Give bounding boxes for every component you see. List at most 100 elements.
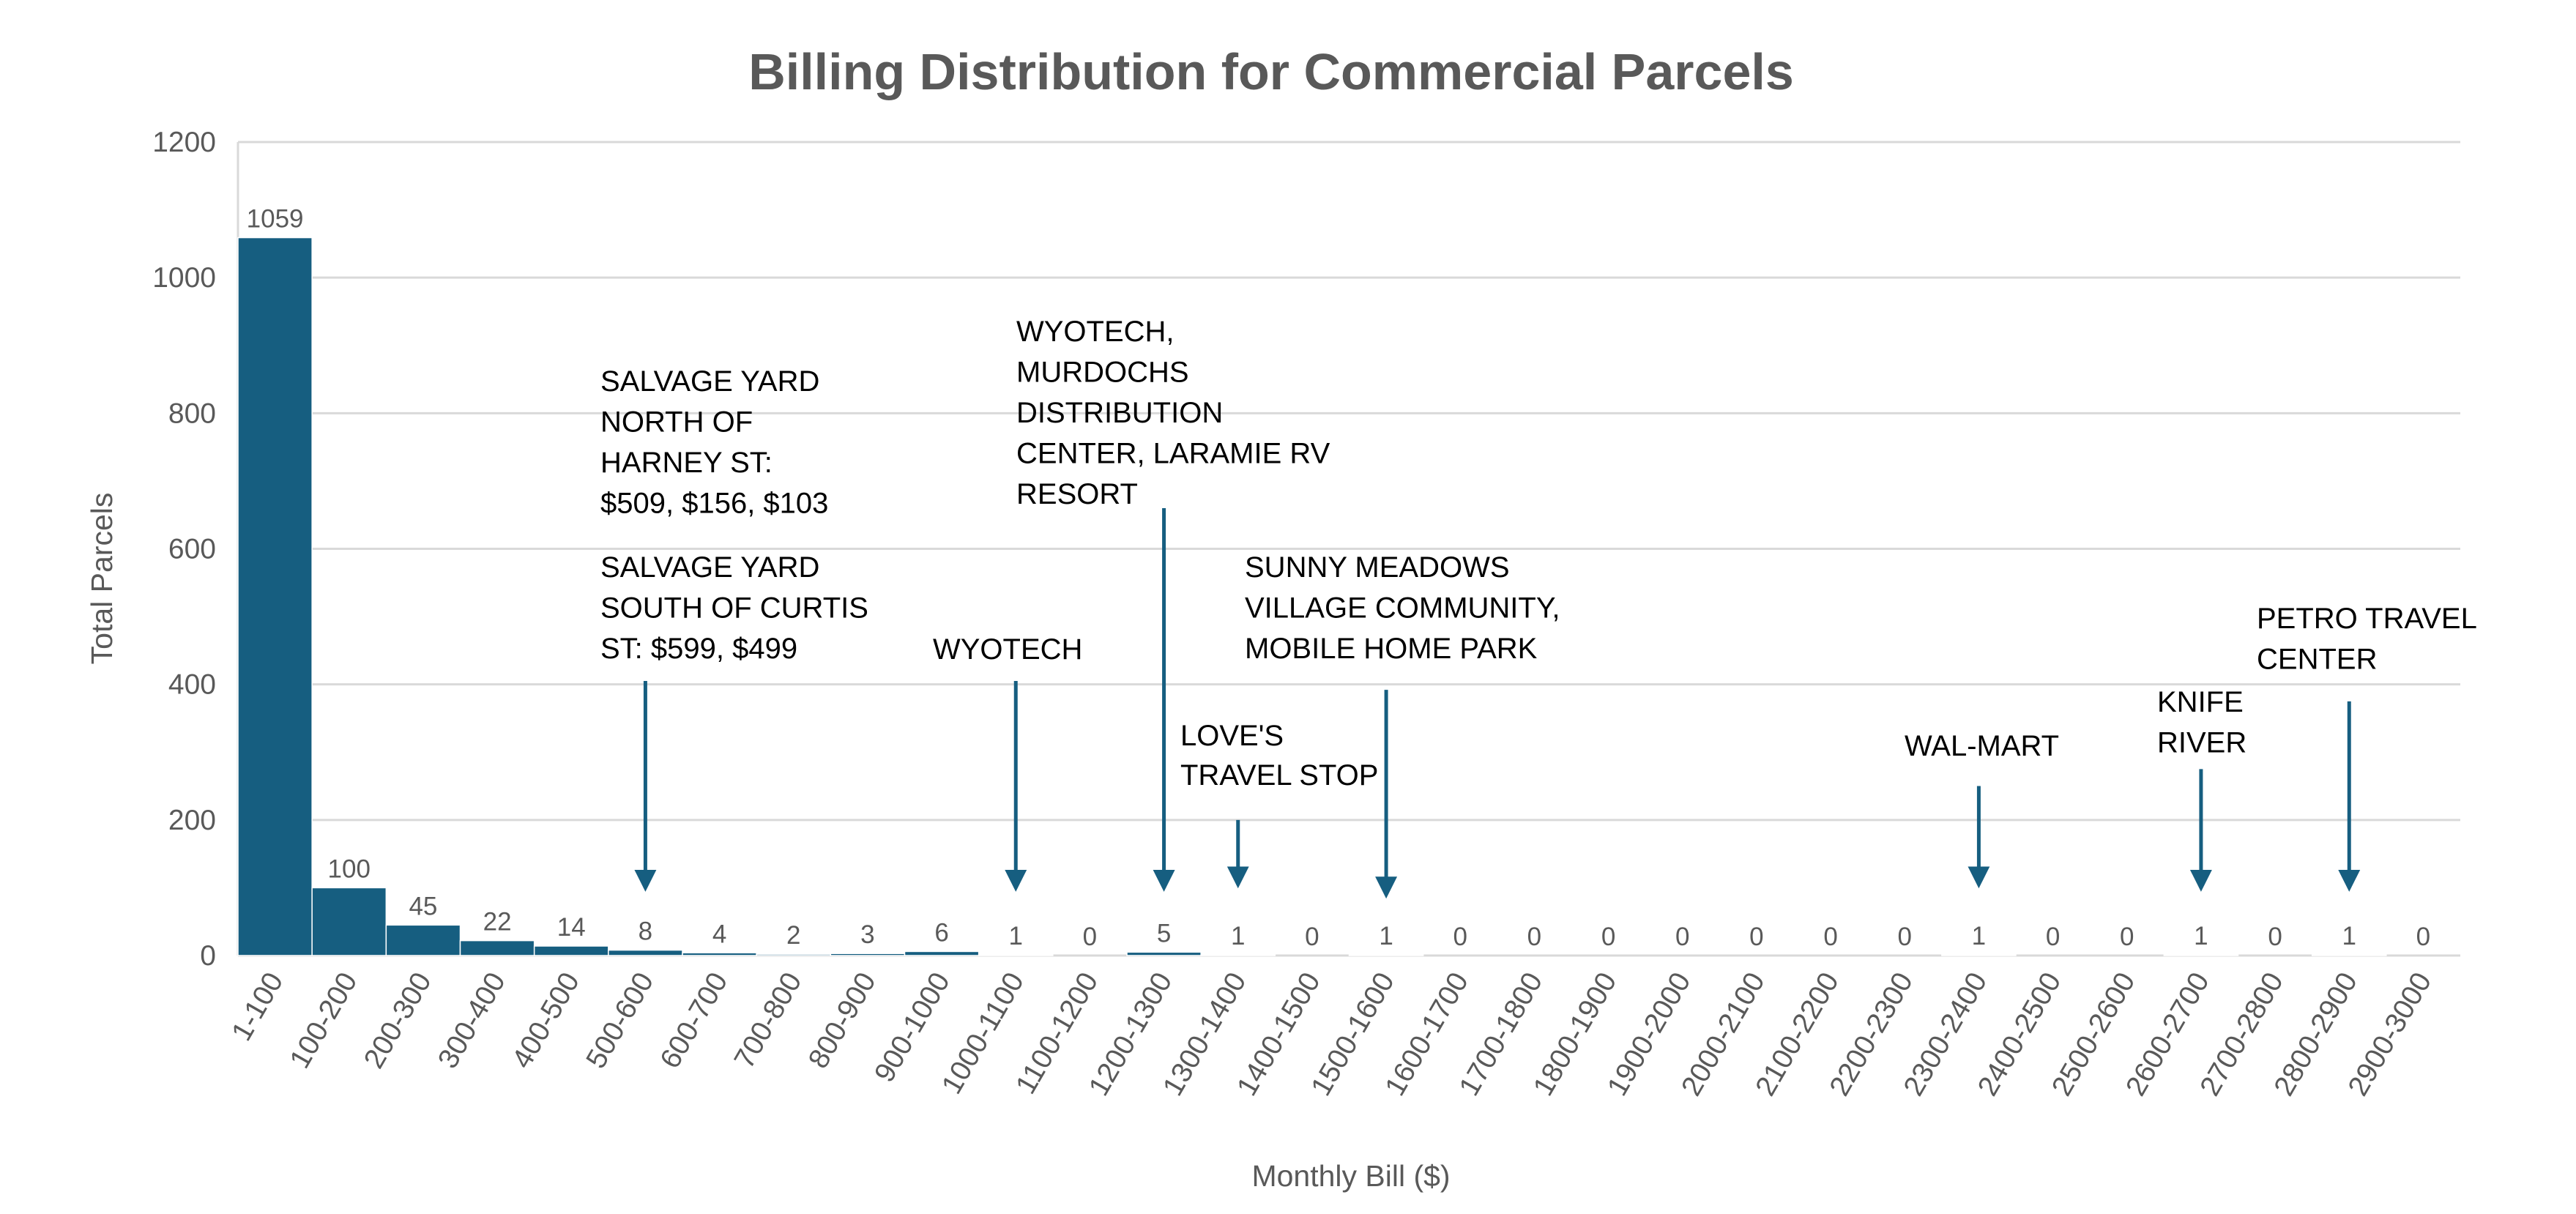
data-label: 0 xyxy=(1453,923,1467,951)
annotation-line: CENTER xyxy=(2257,644,2377,676)
bar xyxy=(311,887,387,956)
bar xyxy=(756,953,832,956)
annotation-line: MURDOCHS xyxy=(1016,357,1189,389)
chart-title: Billing Distribution for Commercial Parc… xyxy=(748,43,1794,100)
bar xyxy=(608,949,683,956)
y-tick-label: 800 xyxy=(168,398,216,429)
data-label: 0 xyxy=(1601,923,1615,951)
y-tick-label: 200 xyxy=(168,805,216,836)
bar xyxy=(2163,954,2239,956)
x-tick-label: 1-100 xyxy=(226,967,289,1046)
annotation-line: WYOTECH xyxy=(933,633,1082,666)
x-tick-label: 900-1000 xyxy=(868,967,956,1087)
annotations: SALVAGE YARD NORTH OF HARNEY ST: $509, $156… xyxy=(600,316,2477,899)
annotation-label: WAL-MART xyxy=(1905,730,2059,762)
data-label: 0 xyxy=(1749,923,1763,951)
x-tick-label: 300-400 xyxy=(432,967,512,1073)
bar xyxy=(904,950,980,956)
annotation-label: WYOTECH xyxy=(933,633,1082,666)
annotation-line: DISTRIBUTION xyxy=(1016,397,1223,429)
bar xyxy=(385,924,461,956)
bar xyxy=(1348,954,1424,956)
bar xyxy=(459,939,535,956)
y-tick-label: 400 xyxy=(168,669,216,701)
data-label: 1 xyxy=(2194,922,2208,950)
data-label: 0 xyxy=(2120,923,2134,951)
data-label: 0 xyxy=(1305,923,1319,951)
data-label: 100 xyxy=(328,854,371,883)
x-tick-label: 100-200 xyxy=(284,967,364,1073)
annotation-label: SALVAGE YARD NORTH OF HARNEY ST: $509, $156… xyxy=(600,365,828,520)
data-label: 5 xyxy=(1157,919,1171,947)
x-tick-label: 200-300 xyxy=(358,967,438,1073)
x-axis: 1-100100-200200-300300-400400-500500-600… xyxy=(226,967,2438,1101)
bar xyxy=(237,237,313,956)
bars xyxy=(237,237,2387,956)
data-label: 1059 xyxy=(247,205,304,234)
annotation-line: WYOTECH, xyxy=(1016,316,1175,348)
annotation-line: VILLAGE COMMUNITY, xyxy=(1245,592,1560,625)
annotation-line: CENTER, LARAMIE RV xyxy=(1016,438,1330,470)
annotation-label: KNIFE RIVER xyxy=(2157,686,2246,759)
x-axis-title: Monthly Bill ($) xyxy=(1251,1159,1450,1193)
bar xyxy=(682,952,757,956)
annotation-line: SALVAGE YARD xyxy=(600,365,819,398)
annotation-line: LOVE'S xyxy=(1180,720,1284,752)
annotation-line: HARNEY ST: xyxy=(600,447,773,479)
data-label: 1 xyxy=(1972,922,1986,950)
bar xyxy=(2311,954,2387,956)
annotation-line: RIVER xyxy=(2157,727,2246,759)
data-label: 22 xyxy=(483,908,512,936)
data-label: 4 xyxy=(712,920,726,948)
bar xyxy=(1126,951,1202,956)
y-tick-label: 1000 xyxy=(152,262,216,294)
data-label: 0 xyxy=(1083,923,1097,951)
y-axis: 0 200 400 600 800 1000 1200 xyxy=(152,127,216,972)
data-label: 3 xyxy=(860,920,874,949)
data-label: 6 xyxy=(934,918,948,947)
data-label: 14 xyxy=(557,913,586,942)
x-tick-label: 800-900 xyxy=(803,967,882,1073)
annotation-line: SALVAGE YARD xyxy=(600,551,819,584)
data-label: 1 xyxy=(2342,922,2356,950)
bar xyxy=(830,953,906,956)
annotation-line: $509, $156, $103 xyxy=(600,488,828,520)
data-label: 1 xyxy=(1009,922,1023,950)
annotation-line: PETRO TRAVEL xyxy=(2257,603,2477,635)
bar xyxy=(978,954,1054,956)
x-tick-label: 400-500 xyxy=(506,967,586,1073)
data-label: 2 xyxy=(786,921,800,950)
y-tick-label: 1200 xyxy=(152,127,216,158)
data-label: 0 xyxy=(1898,923,1912,951)
bar xyxy=(533,945,609,956)
y-tick-label: 0 xyxy=(200,940,216,972)
annotation-line: KNIFE xyxy=(2157,686,2244,718)
data-label: 1 xyxy=(1379,922,1393,950)
annotation-line: TRAVEL STOP xyxy=(1180,759,1378,792)
annotation-line: RESORT xyxy=(1016,478,1138,510)
bar xyxy=(1200,954,1276,956)
annotation-label: SALVAGE YARD SOUTH OF CURTIS ST: $599, $49… xyxy=(600,551,868,665)
data-label: 0 xyxy=(1527,923,1541,951)
annotation-line: SOUTH OF CURTIS xyxy=(600,592,868,625)
y-tick-label: 600 xyxy=(168,534,216,565)
annotation-label: LOVE'S TRAVEL STOP xyxy=(1180,720,1378,792)
annotation-line: ST: $599, $499 xyxy=(600,633,797,665)
y-axis-title: Total Parcels xyxy=(85,493,119,665)
annotation-line: MOBILE HOME PARK xyxy=(1245,633,1538,665)
data-label: 0 xyxy=(2416,923,2430,951)
gridlines xyxy=(237,141,2460,957)
data-label: 0 xyxy=(1675,923,1689,951)
data-label: 0 xyxy=(2046,923,2060,951)
annotation-label: PETRO TRAVEL CENTER xyxy=(2257,603,2477,676)
x-tick-label: 600-700 xyxy=(655,967,734,1073)
data-label: 45 xyxy=(409,892,437,920)
data-label: 0 xyxy=(2268,923,2282,951)
x-tick-label: 700-800 xyxy=(729,967,808,1073)
x-tick-label: 500-600 xyxy=(580,967,660,1073)
annotation-line: NORTH OF xyxy=(600,406,753,439)
annotation-line: WAL-MART xyxy=(1905,730,2059,762)
data-label: 1 xyxy=(1231,922,1245,950)
bar xyxy=(1941,954,2017,956)
